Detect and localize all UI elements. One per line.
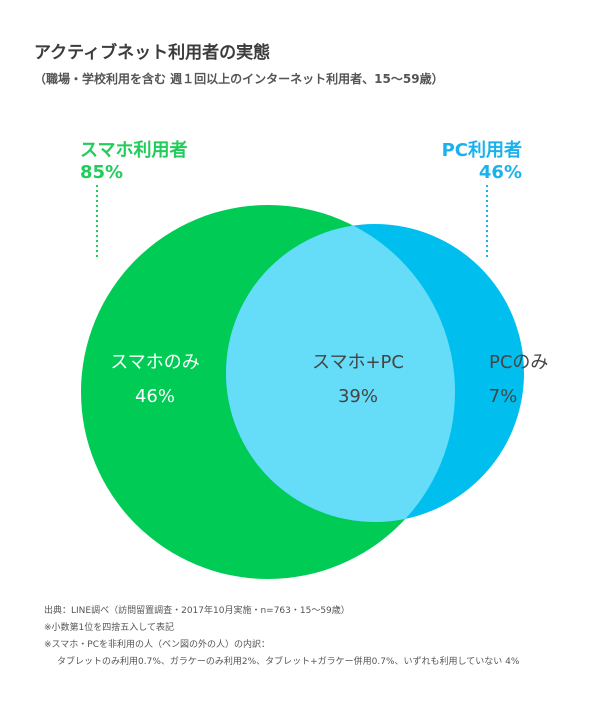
smartphone-only-label: スマホのみ xyxy=(110,352,199,373)
pc-only-label: PCのみ xyxy=(489,352,548,373)
smartphone-set-label: スマホ利用者 85% xyxy=(80,140,187,184)
smartphone-only-value: 46% xyxy=(135,386,175,407)
smartphone-set-name: スマホ利用者 xyxy=(80,140,188,161)
footnotes: 出典：LINE調べ（訪問留置調査・2017年10月実施・n=763・15〜59歳… xyxy=(44,603,584,671)
pc-only-value: 7% xyxy=(489,386,518,407)
source-note: 出典：LINE調べ（訪問留置調査・2017年10月実施・n=763・15〜59歳… xyxy=(44,606,350,616)
both-value: 39% xyxy=(338,386,378,407)
pc-set-label: PC利用者 46% xyxy=(442,140,522,184)
non-user-breakdown-note: タブレットのみ利用0.7%、ガラケーのみ利用2%、タブレット+ガラケー併用0.7… xyxy=(57,657,520,667)
non-user-note: ※スマホ・PCを非利用の人（ベン図の外の人）の内訳： xyxy=(44,640,270,650)
pc-set-name: PC利用者 xyxy=(441,140,522,161)
pc-set-value: 46% xyxy=(478,162,522,183)
rounding-note: ※小数第1位を四捨五入して表記 xyxy=(44,623,174,633)
both-label: スマホ+PC xyxy=(312,352,404,373)
chart-subtitle: （職場・学校利用を含む 週１回以上のインターネット利用者、15〜59歳） xyxy=(34,72,444,86)
chart-title: アクティブネット利用者の実態 xyxy=(34,43,271,63)
smartphone-set-value: 85% xyxy=(80,162,124,183)
